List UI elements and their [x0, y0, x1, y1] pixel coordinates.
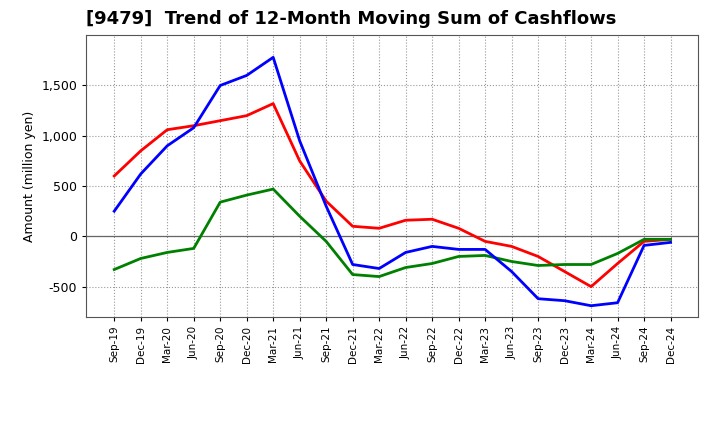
Free Cashflow: [666, 240, 675, 245]
Investing Cashflow: [348, 272, 357, 277]
Free Cashflow: [216, 83, 225, 88]
Operating Cashflow: [322, 198, 330, 204]
Free Cashflow: [269, 55, 277, 60]
Investing Cashflow: [666, 237, 675, 242]
Free Cashflow: [534, 296, 542, 301]
Line: Investing Cashflow: Investing Cashflow: [114, 189, 670, 277]
Free Cashflow: [454, 247, 463, 252]
Free Cashflow: [508, 269, 516, 274]
Operating Cashflow: [401, 218, 410, 223]
Investing Cashflow: [110, 267, 119, 272]
Operating Cashflow: [534, 254, 542, 259]
Free Cashflow: [348, 262, 357, 267]
Free Cashflow: [613, 300, 622, 305]
Investing Cashflow: [136, 256, 145, 261]
Investing Cashflow: [163, 250, 171, 255]
Operating Cashflow: [163, 127, 171, 132]
Operating Cashflow: [481, 239, 490, 244]
Investing Cashflow: [243, 192, 251, 198]
Investing Cashflow: [269, 187, 277, 192]
Free Cashflow: [640, 243, 649, 248]
Investing Cashflow: [375, 274, 384, 279]
Free Cashflow: [189, 125, 198, 130]
Free Cashflow: [322, 204, 330, 209]
Free Cashflow: [110, 209, 119, 214]
Investing Cashflow: [322, 239, 330, 244]
Operating Cashflow: [640, 239, 649, 244]
Y-axis label: Amount (million yen): Amount (million yen): [23, 110, 36, 242]
Investing Cashflow: [534, 263, 542, 268]
Operating Cashflow: [428, 216, 436, 222]
Free Cashflow: [136, 171, 145, 176]
Free Cashflow: [295, 138, 304, 143]
Operating Cashflow: [666, 237, 675, 242]
Operating Cashflow: [508, 244, 516, 249]
Free Cashflow: [243, 73, 251, 78]
Operating Cashflow: [348, 224, 357, 229]
Line: Operating Cashflow: Operating Cashflow: [114, 103, 670, 286]
Operating Cashflow: [269, 101, 277, 106]
Investing Cashflow: [401, 265, 410, 270]
Operating Cashflow: [216, 118, 225, 123]
Investing Cashflow: [587, 262, 595, 267]
Operating Cashflow: [454, 226, 463, 231]
Operating Cashflow: [295, 158, 304, 164]
Investing Cashflow: [508, 259, 516, 264]
Investing Cashflow: [481, 253, 490, 258]
Investing Cashflow: [428, 261, 436, 266]
Operating Cashflow: [375, 226, 384, 231]
Text: [9479]  Trend of 12-Month Moving Sum of Cashflows: [9479] Trend of 12-Month Moving Sum of C…: [86, 10, 617, 28]
Operating Cashflow: [613, 261, 622, 266]
Free Cashflow: [163, 143, 171, 148]
Free Cashflow: [375, 266, 384, 271]
Investing Cashflow: [454, 254, 463, 259]
Free Cashflow: [560, 298, 569, 303]
Operating Cashflow: [587, 284, 595, 289]
Operating Cashflow: [560, 269, 569, 274]
Investing Cashflow: [189, 246, 198, 251]
Operating Cashflow: [243, 113, 251, 118]
Operating Cashflow: [110, 173, 119, 179]
Free Cashflow: [401, 250, 410, 255]
Operating Cashflow: [136, 148, 145, 154]
Investing Cashflow: [560, 262, 569, 267]
Investing Cashflow: [216, 199, 225, 205]
Operating Cashflow: [189, 123, 198, 128]
Investing Cashflow: [640, 237, 649, 242]
Investing Cashflow: [295, 213, 304, 219]
Line: Free Cashflow: Free Cashflow: [114, 57, 670, 306]
Free Cashflow: [481, 247, 490, 252]
Investing Cashflow: [613, 251, 622, 256]
Free Cashflow: [428, 244, 436, 249]
Free Cashflow: [587, 303, 595, 308]
